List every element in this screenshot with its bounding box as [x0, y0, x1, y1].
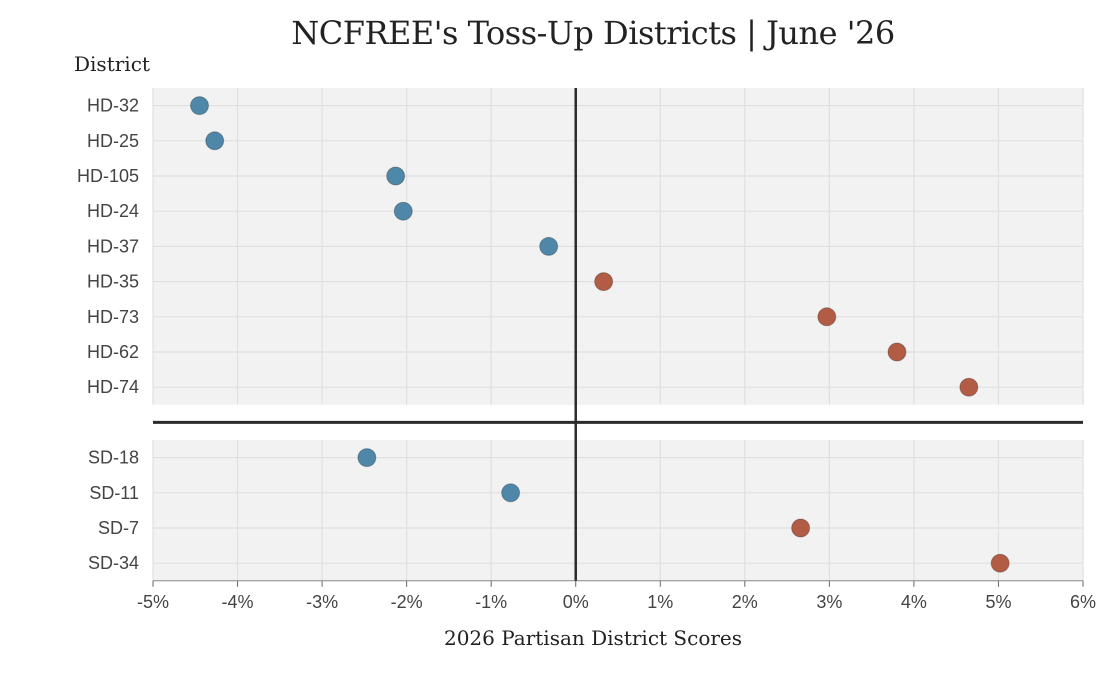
x-tick-labels: -5% -4% -3% -2% -1% 0% 1% 2% 3% 4% 5% 6%: [137, 592, 1096, 612]
y-tick-label: HD-37: [87, 236, 139, 256]
y-tick-label: HD-35: [87, 272, 139, 292]
y-axis-title: District: [74, 52, 150, 76]
y-tick-label: SD-11: [89, 483, 139, 503]
y-tick-label: HD-24: [87, 201, 139, 221]
data-point: [357, 448, 377, 468]
panel-background: [153, 440, 1083, 581]
x-tick-label: 4%: [901, 592, 927, 612]
data-point: [990, 553, 1010, 573]
plot-panels: [153, 88, 1083, 581]
y-tick-label: SD-7: [98, 518, 139, 538]
data-point: [791, 518, 811, 538]
data-point: [817, 307, 837, 327]
y-tick-label: HD-73: [87, 307, 139, 327]
x-tick-label: -2%: [391, 592, 423, 612]
grid-lines: [152, 88, 1084, 581]
y-tick-label: SD-18: [88, 448, 139, 468]
data-point: [501, 483, 521, 503]
x-tick-label: 5%: [985, 592, 1011, 612]
data-point: [959, 377, 979, 397]
data-point: [594, 272, 614, 292]
data-point: [190, 96, 209, 116]
y-tick-labels: HD-32 HD-25 HD-105 HD-24 HD-37 HD-35 HD-73 HD-6…: [77, 96, 139, 574]
data-points: [190, 96, 1010, 573]
y-tick-label: HD-74: [87, 377, 139, 397]
chart-title: NCFREE's Toss-Up Districts | June '26: [291, 14, 895, 52]
x-tick-label: -3%: [306, 592, 338, 612]
data-point: [887, 342, 907, 362]
y-tick-label: HD-32: [87, 96, 139, 116]
x-tick-label: 2%: [732, 592, 758, 612]
x-axis-title: 2026 Partisan District Scores: [443, 626, 743, 650]
axes: [152, 88, 1084, 587]
x-tick-label: 3%: [816, 592, 842, 612]
x-tick-label: -1%: [475, 592, 507, 612]
x-tick-label: -4%: [222, 592, 254, 612]
data-point: [205, 131, 225, 151]
x-tick-label: 6%: [1070, 592, 1096, 612]
y-tick-label: HD-25: [87, 131, 139, 151]
data-point: [393, 201, 413, 221]
y-tick-label: SD-34: [88, 553, 139, 573]
y-tick-label: HD-62: [87, 342, 139, 362]
x-tick-label: 0%: [563, 592, 589, 612]
y-tick-label: HD-105: [77, 166, 139, 186]
x-tick-label: 1%: [647, 592, 673, 612]
data-point: [539, 236, 559, 256]
x-tick-label: -5%: [137, 592, 169, 612]
data-point: [386, 166, 406, 186]
